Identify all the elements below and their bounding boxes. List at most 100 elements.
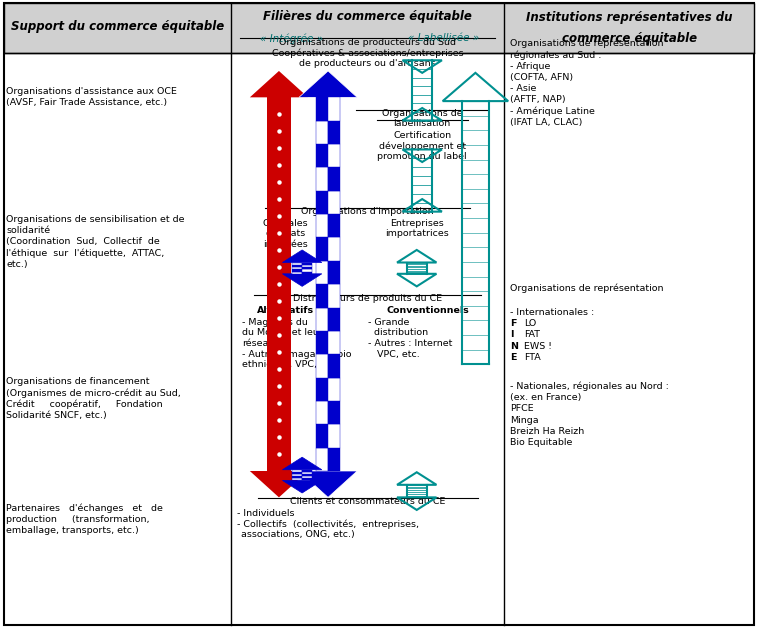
Text: Filières du commerce équitable: Filières du commerce équitable: [263, 9, 472, 23]
Polygon shape: [316, 261, 328, 284]
Text: Organisations de producteurs du Sud: Organisations de producteurs du Sud: [279, 38, 456, 46]
Text: - Internationales :: - Internationales :: [510, 308, 594, 317]
Text: (AFTF, NAP): (AFTF, NAP): [510, 95, 565, 104]
Polygon shape: [328, 214, 340, 237]
Text: I: I: [510, 330, 514, 339]
Text: - Autres : Internet: - Autres : Internet: [368, 339, 452, 348]
Polygon shape: [316, 448, 328, 471]
Text: (IFAT LA, CLAC): (IFAT LA, CLAC): [510, 118, 582, 127]
Text: ethniques, VPC, etc.: ethniques, VPC, etc.: [242, 360, 338, 369]
Polygon shape: [293, 474, 302, 476]
Polygon shape: [283, 250, 322, 263]
Text: Distributeurs de produits du CE: Distributeurs de produits du CE: [293, 294, 442, 303]
Polygon shape: [316, 401, 328, 425]
Polygon shape: [316, 214, 328, 237]
Polygon shape: [328, 377, 340, 401]
Text: F: F: [510, 319, 517, 328]
Polygon shape: [316, 168, 328, 191]
Text: Organisations d'assistance aux OCE: Organisations d'assistance aux OCE: [6, 87, 177, 95]
Text: Minga: Minga: [510, 416, 539, 425]
Polygon shape: [293, 265, 302, 267]
Polygon shape: [302, 474, 312, 476]
Text: VPC, etc.: VPC, etc.: [368, 350, 419, 359]
Polygon shape: [316, 191, 328, 214]
Text: « Intégrée »: « Intégrée »: [260, 33, 323, 44]
Polygon shape: [293, 271, 302, 274]
Polygon shape: [328, 144, 340, 168]
Text: - Asie: - Asie: [510, 84, 537, 93]
Text: (Organismes de micro-crédit au Sud,: (Organismes de micro-crédit au Sud,: [6, 388, 181, 398]
Polygon shape: [316, 97, 328, 121]
Text: - Magasins du: - Magasins du: [242, 318, 308, 327]
Polygon shape: [316, 284, 328, 308]
Polygon shape: [293, 269, 302, 271]
Polygon shape: [283, 480, 322, 493]
Text: Organisations de: Organisations de: [382, 109, 462, 118]
Polygon shape: [316, 144, 328, 168]
Text: Organisations de représentation: Organisations de représentation: [510, 284, 664, 293]
Text: Centrales: Centrales: [263, 219, 309, 227]
Text: FAT: FAT: [524, 330, 540, 339]
Text: Organisations de représentation: Organisations de représentation: [510, 39, 664, 48]
Text: Organisations de financement: Organisations de financement: [6, 377, 149, 386]
Text: etc.): etc.): [6, 260, 28, 269]
Text: (COFTA, AFN): (COFTA, AFN): [510, 73, 573, 82]
Text: (Coordination  Sud,  Collectif  de: (Coordination Sud, Collectif de: [6, 237, 160, 246]
Text: Crédit     coopératif,     Fondation: Crédit coopératif, Fondation: [6, 399, 163, 409]
Text: - Individuels: - Individuels: [237, 509, 295, 517]
Text: l'éthique  sur  l'étiquette,  ATTAC,: l'éthique sur l'étiquette, ATTAC,: [6, 249, 164, 258]
Polygon shape: [328, 425, 340, 448]
Text: Clients et consommateurs du CE: Clients et consommateurs du CE: [290, 497, 445, 506]
Text: - Afrique: - Afrique: [510, 62, 550, 70]
Text: Bio Equitable: Bio Equitable: [510, 438, 572, 447]
Polygon shape: [316, 354, 328, 377]
Text: d'achats: d'achats: [265, 229, 306, 238]
Text: importatrices: importatrices: [385, 229, 449, 238]
Text: solidarité: solidarité: [6, 226, 50, 235]
Polygon shape: [316, 121, 328, 144]
Text: EWS !: EWS !: [524, 342, 552, 350]
Polygon shape: [328, 354, 340, 377]
Polygon shape: [328, 331, 340, 354]
Polygon shape: [328, 284, 340, 308]
Text: PFCE: PFCE: [510, 404, 534, 413]
Text: - Nationales, régionales au Nord :: - Nationales, régionales au Nord :: [510, 382, 669, 391]
Text: Breizh Ha Reizh: Breizh Ha Reizh: [510, 427, 584, 436]
Polygon shape: [328, 97, 340, 121]
Text: promotion du label: promotion du label: [377, 152, 467, 161]
Polygon shape: [267, 97, 291, 471]
Polygon shape: [293, 472, 302, 474]
Polygon shape: [302, 269, 312, 271]
Text: Institutions représentatives du: Institutions représentatives du: [526, 11, 732, 24]
Text: - Autres : magasins bio: - Autres : magasins bio: [242, 350, 352, 359]
Polygon shape: [283, 457, 322, 470]
Polygon shape: [328, 168, 340, 191]
Text: Support du commerce équitable: Support du commerce équitable: [11, 20, 224, 33]
Text: - Collectifs  (collectivités,  entreprises,: - Collectifs (collectivités, entreprises…: [237, 519, 419, 529]
Text: Organisations d'importation: Organisations d'importation: [302, 207, 434, 216]
Polygon shape: [302, 263, 312, 265]
Text: E: E: [510, 353, 517, 362]
Polygon shape: [302, 476, 312, 479]
Text: de producteurs ou d'artisans: de producteurs ou d'artisans: [299, 59, 436, 68]
Polygon shape: [302, 267, 312, 269]
Text: « Labellisée »: « Labellisée »: [409, 33, 480, 43]
Text: emballage, transports, etc.): emballage, transports, etc.): [6, 526, 139, 535]
Text: Partenaires   d'échanges   et   de: Partenaires d'échanges et de: [6, 504, 163, 513]
Text: - Grande: - Grande: [368, 318, 409, 327]
Text: Conventionnels: Conventionnels: [387, 306, 469, 315]
Text: intégrées: intégrées: [263, 240, 309, 249]
Text: production     (transformation,: production (transformation,: [6, 515, 149, 524]
Polygon shape: [302, 470, 312, 472]
Polygon shape: [299, 71, 357, 97]
Text: Coopératives & associations/entreprises: Coopératives & associations/entreprises: [272, 48, 463, 58]
Polygon shape: [293, 263, 302, 265]
Text: labellisation: labellisation: [393, 119, 451, 128]
Polygon shape: [293, 470, 302, 472]
Text: Organisations de sensibilisation et de: Organisations de sensibilisation et de: [6, 215, 184, 224]
Polygon shape: [316, 331, 328, 354]
Polygon shape: [328, 237, 340, 261]
Polygon shape: [316, 237, 328, 261]
Text: commerce équitable: commerce équitable: [562, 32, 697, 45]
Text: développement et: développement et: [379, 141, 465, 151]
